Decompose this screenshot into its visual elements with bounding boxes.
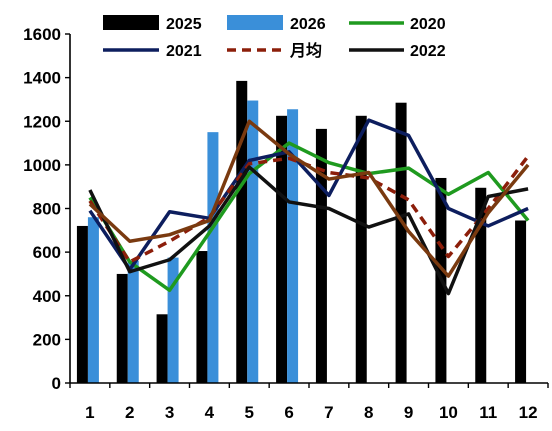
y-tick-label-800: 800 bbox=[33, 200, 61, 219]
y-tick-label-600: 600 bbox=[33, 243, 61, 262]
x-tick-label-12: 12 bbox=[519, 403, 538, 422]
line-series-1 bbox=[88, 118, 529, 272]
line-unlabeled-series-4 bbox=[88, 119, 530, 278]
x-tick-label-2: 2 bbox=[125, 403, 134, 422]
bar-2025-6 bbox=[276, 115, 288, 383]
legend: 2025 2026 2020 2021 月均 2022 bbox=[103, 15, 446, 60]
legend-label-2025: 2025 bbox=[166, 16, 202, 33]
y-tick-label-200: 200 bbox=[33, 330, 61, 349]
legend-label-monthly-average: 月均 bbox=[289, 41, 322, 60]
bar-2025-1 bbox=[76, 225, 88, 383]
x-tick-label-7: 7 bbox=[324, 403, 333, 422]
y-tick-label-400: 400 bbox=[33, 287, 61, 306]
bar-2025-9 bbox=[395, 102, 407, 383]
y-tick-label-1000: 1000 bbox=[23, 156, 61, 175]
bar-2025-4 bbox=[196, 251, 208, 383]
x-tick-label-1: 1 bbox=[85, 403, 94, 422]
legend-swatch-2026 bbox=[227, 15, 283, 30]
bar-2025-11 bbox=[475, 187, 487, 383]
bar-2026-1 bbox=[87, 217, 99, 383]
legend-label-2020: 2020 bbox=[410, 16, 446, 33]
bar-2025-7 bbox=[315, 128, 327, 383]
bar-2026-3 bbox=[167, 257, 179, 383]
x-tick-label-10: 10 bbox=[439, 403, 458, 422]
bar-2026-5 bbox=[247, 100, 259, 383]
x-tick-label-3: 3 bbox=[165, 403, 174, 422]
x-tick-label-6: 6 bbox=[284, 403, 293, 422]
legend-label-2021: 2021 bbox=[166, 43, 202, 60]
bar-2025-12 bbox=[515, 220, 527, 383]
bar-2025-3 bbox=[156, 314, 168, 383]
y-tick-label-0: 0 bbox=[52, 374, 61, 393]
legend-swatch-2025 bbox=[103, 15, 159, 30]
y-tick-label-1400: 1400 bbox=[23, 69, 61, 88]
line-series-0 bbox=[88, 141, 530, 293]
bar-2026-6 bbox=[287, 109, 299, 384]
legend-label-2026: 2026 bbox=[290, 16, 326, 33]
line-series-3 bbox=[88, 165, 529, 296]
y-tick-label-1200: 1200 bbox=[23, 112, 61, 131]
x-tick-label-4: 4 bbox=[205, 403, 215, 422]
x-tick-label-11: 11 bbox=[479, 403, 497, 422]
bar-2026-2 bbox=[127, 260, 139, 383]
x-tick-label-9: 9 bbox=[404, 403, 413, 422]
x-tick-label-5: 5 bbox=[245, 403, 254, 422]
legend-label-2022: 2022 bbox=[410, 43, 446, 60]
bar-2025-2 bbox=[116, 273, 128, 383]
bar-2025-5 bbox=[236, 80, 248, 383]
bar-2026-4 bbox=[207, 132, 219, 383]
x-tick-label-8: 8 bbox=[364, 403, 373, 422]
bar-2025-8 bbox=[355, 115, 367, 383]
y-tick-label-1600: 1600 bbox=[23, 25, 61, 44]
